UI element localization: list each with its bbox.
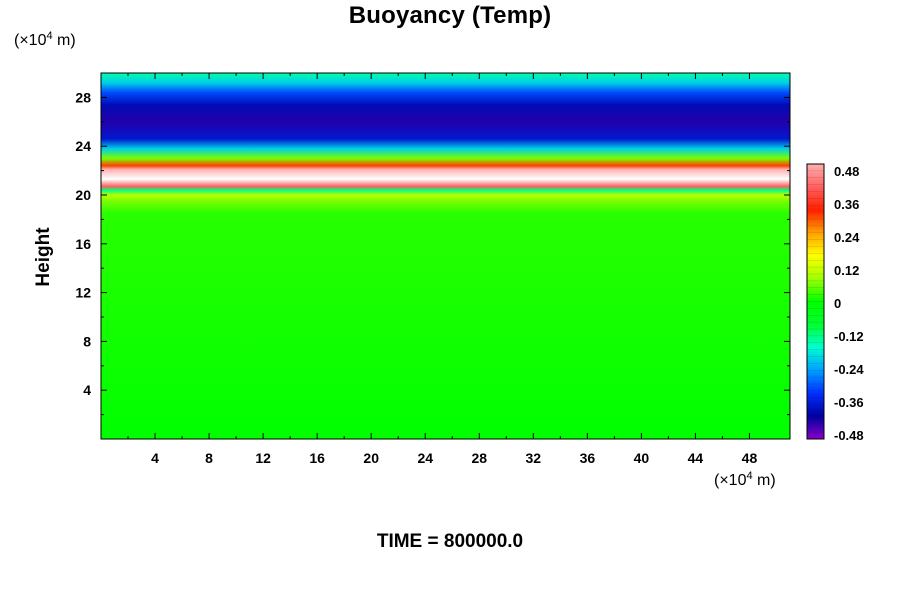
plot-frame (100, 72, 791, 440)
colorbar-label: -0.36 (834, 395, 864, 410)
x-tick-label: 36 (580, 450, 596, 466)
x-axis-ticks: 4 8 12 16 20 24 28 32 36 40 44 48 (127, 73, 758, 466)
y-tick-label: 4 (83, 382, 91, 398)
time-label: TIME = 800000.0 (376, 531, 524, 552)
y-unit-exponent: 4 (46, 30, 53, 42)
colorbar-label: 0.48 (834, 164, 859, 179)
colorbar-scale (806, 163, 825, 440)
y-tick-label: 28 (75, 89, 91, 105)
x-tick-label: 28 (471, 450, 487, 466)
x-unit-prefix: (×10 (714, 472, 747, 489)
y-tick-label: 16 (75, 236, 91, 252)
y-unit-suffix: m) (52, 32, 76, 49)
heatmap-field (101, 73, 790, 439)
colorbar-label: -0.12 (834, 329, 864, 344)
x-tick-label: 40 (634, 450, 650, 466)
y-tick-label: 8 (83, 333, 91, 349)
x-tick-label: 20 (363, 450, 379, 466)
x-axis-unit-label: (×104 m) (714, 470, 776, 490)
colorbar-label: 0.24 (834, 230, 860, 245)
x-tick-label: 12 (255, 450, 271, 466)
x-tick-label: 4 (151, 450, 159, 466)
y-tick-label: 12 (75, 285, 91, 301)
colorbar-label: -0.24 (834, 362, 864, 377)
chart-title: Buoyancy (Temp) (348, 2, 552, 29)
colorbar-label: 0.36 (834, 197, 859, 212)
x-unit-suffix: m) (752, 472, 776, 489)
y-tick-label: 24 (75, 138, 91, 154)
x-tick-label: 44 (688, 450, 704, 466)
colorbar-label: -0.48 (834, 428, 864, 443)
colorbar-label: 0.12 (834, 263, 859, 278)
x-tick-label: 8 (205, 450, 213, 466)
x-unit-exponent: 4 (746, 470, 753, 482)
plot-area (100, 72, 791, 440)
x-tick-label: 48 (742, 450, 758, 466)
y-axis-unit-label: (×104 m) (14, 30, 76, 50)
x-tick-label: 32 (526, 450, 542, 466)
colorbar: 0.48 0.36 0.24 0.12 0 -0.12 -0.24 -0.36 -0.48 (806, 163, 864, 443)
y-tick-label: 20 (75, 187, 91, 203)
colorbar-label: 0 (834, 296, 841, 311)
y-axis-ticks: 4 8 12 16 20 24 28 (75, 89, 790, 416)
x-tick-label: 16 (309, 450, 325, 466)
y-axis-title: Height (33, 227, 54, 287)
x-tick-label: 24 (417, 450, 433, 466)
y-unit-prefix: (×10 (14, 32, 47, 49)
